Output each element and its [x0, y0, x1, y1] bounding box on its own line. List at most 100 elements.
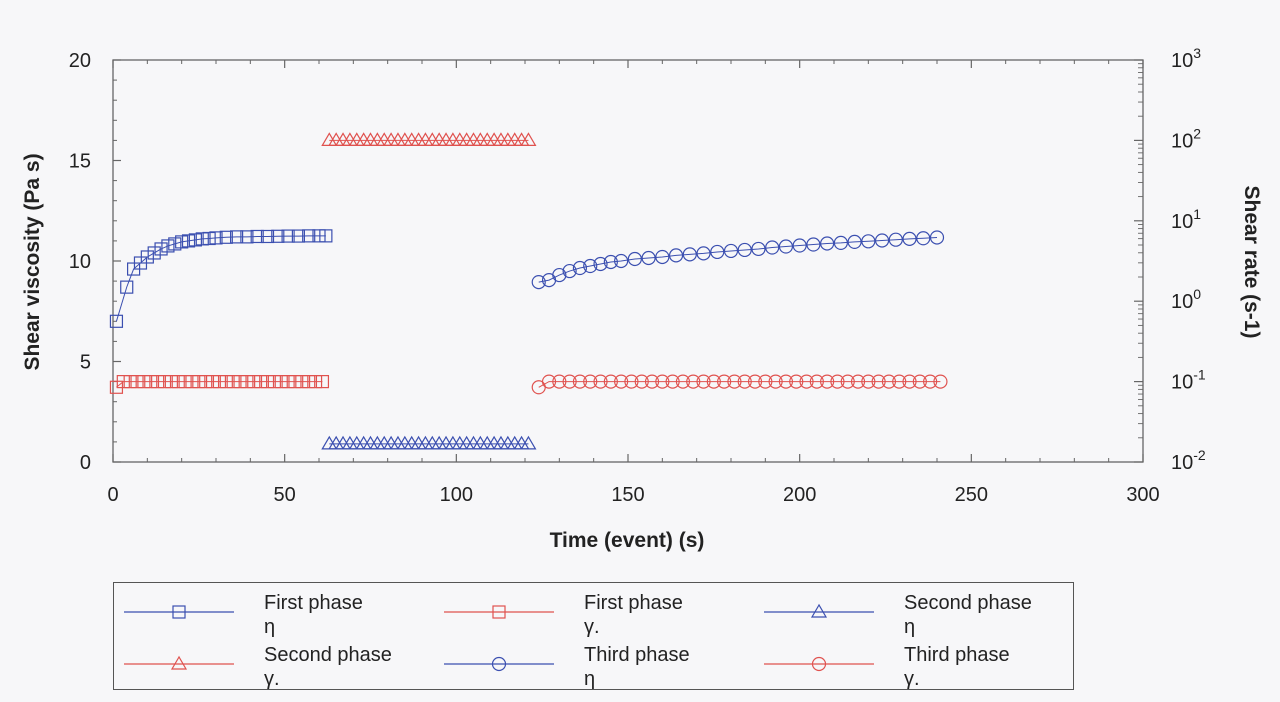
- data-point: [328, 132, 345, 146]
- data-point: [562, 263, 577, 279]
- data-point: [820, 374, 835, 389]
- data-point: [403, 132, 420, 146]
- x-tick-label: 300: [1126, 484, 1159, 506]
- y-left-tick-label: 5: [80, 352, 91, 374]
- legend-marker: [172, 605, 186, 619]
- data-point: [627, 251, 642, 267]
- data-point: [254, 375, 268, 389]
- data-point: [376, 435, 393, 450]
- circle-marker-icon: [764, 656, 874, 672]
- data-point: [603, 254, 618, 270]
- data-point: [376, 132, 393, 146]
- data-point: [212, 375, 227, 389]
- data-point: [706, 374, 721, 389]
- data-point: [506, 435, 523, 450]
- data-point: [830, 374, 845, 389]
- data-point: [321, 435, 338, 450]
- data-point: [520, 435, 537, 450]
- legend-item: Third phase η: [434, 641, 754, 691]
- legend-marker: [491, 656, 507, 672]
- data-point: [144, 375, 158, 389]
- data-point: [315, 375, 330, 389]
- data-point: [219, 375, 233, 389]
- data-point: [205, 375, 220, 389]
- data-point: [178, 375, 192, 389]
- data-point: [247, 375, 261, 389]
- data-point: [369, 435, 386, 450]
- data-point: [506, 132, 523, 146]
- x-tick-label: 100: [440, 484, 473, 506]
- data-point: [593, 374, 608, 389]
- data-point: [668, 248, 684, 263]
- data-point: [665, 374, 680, 389]
- data-point: [157, 375, 172, 389]
- data-point: [696, 246, 711, 261]
- legend-label-line2: η: [584, 668, 596, 690]
- data-point: [389, 132, 407, 146]
- x-axis-title: Time (event) (s): [550, 529, 705, 552]
- data-point: [902, 374, 917, 389]
- legend-label: First phase η: [264, 591, 363, 639]
- data-point: [267, 375, 281, 389]
- data-point: [624, 374, 639, 389]
- data-point: [444, 435, 461, 450]
- data-point: [260, 229, 275, 244]
- square-marker-icon: [444, 605, 554, 619]
- y-right-tick-label: 103: [1171, 45, 1201, 72]
- data-point: [513, 435, 530, 450]
- data-point: [334, 435, 352, 450]
- data-point: [847, 234, 862, 250]
- data-point: [634, 374, 649, 389]
- data-point: [291, 229, 305, 243]
- data-point: [319, 229, 333, 243]
- data-point: [737, 374, 752, 389]
- legend-item: Second phase γ.: [114, 641, 434, 691]
- data-point: [348, 132, 365, 146]
- legend-label-line1: First phase: [264, 592, 363, 614]
- circle-marker-icon: [444, 656, 554, 672]
- legend-label-line2: γ.: [904, 668, 920, 690]
- data-point: [281, 229, 295, 243]
- data-point: [675, 374, 691, 389]
- data-point: [583, 258, 598, 274]
- data-point: [552, 267, 567, 283]
- data-point: [458, 435, 475, 450]
- data-point: [641, 250, 656, 266]
- series-line: [538, 381, 941, 388]
- data-point: [355, 435, 372, 450]
- data-point: [199, 375, 213, 389]
- data-point: [250, 229, 264, 244]
- data-point: [130, 375, 144, 389]
- legend-marker: [810, 603, 828, 618]
- data-point: [312, 229, 326, 243]
- data-point: [472, 132, 489, 146]
- data-point: [655, 374, 670, 389]
- data-point: [737, 242, 752, 258]
- data-point: [230, 230, 244, 244]
- data-point: [874, 233, 890, 248]
- data-point: [929, 230, 945, 245]
- legend-label-line1: First phase: [584, 592, 683, 614]
- data-point: [933, 374, 948, 389]
- legend-label-line2: η: [904, 616, 916, 638]
- data-point: [479, 435, 496, 450]
- data-point: [861, 234, 876, 249]
- data-point: [499, 132, 516, 146]
- legend-marker: [492, 605, 506, 619]
- data-point: [188, 233, 202, 247]
- data-point: [328, 435, 345, 450]
- legend-label: Third phase γ.: [904, 643, 1010, 691]
- series-line: [116, 381, 323, 388]
- x-tick-label: 50: [274, 484, 296, 506]
- data-point: [479, 132, 496, 146]
- data-point: [120, 280, 134, 294]
- data-point: [892, 374, 907, 389]
- data-point: [840, 374, 855, 389]
- data-point: [486, 132, 503, 146]
- data-point: [531, 275, 546, 290]
- data-point: [513, 132, 530, 146]
- data-point: [417, 435, 434, 450]
- legend-item: First phase η: [114, 589, 434, 639]
- data-point: [321, 132, 338, 146]
